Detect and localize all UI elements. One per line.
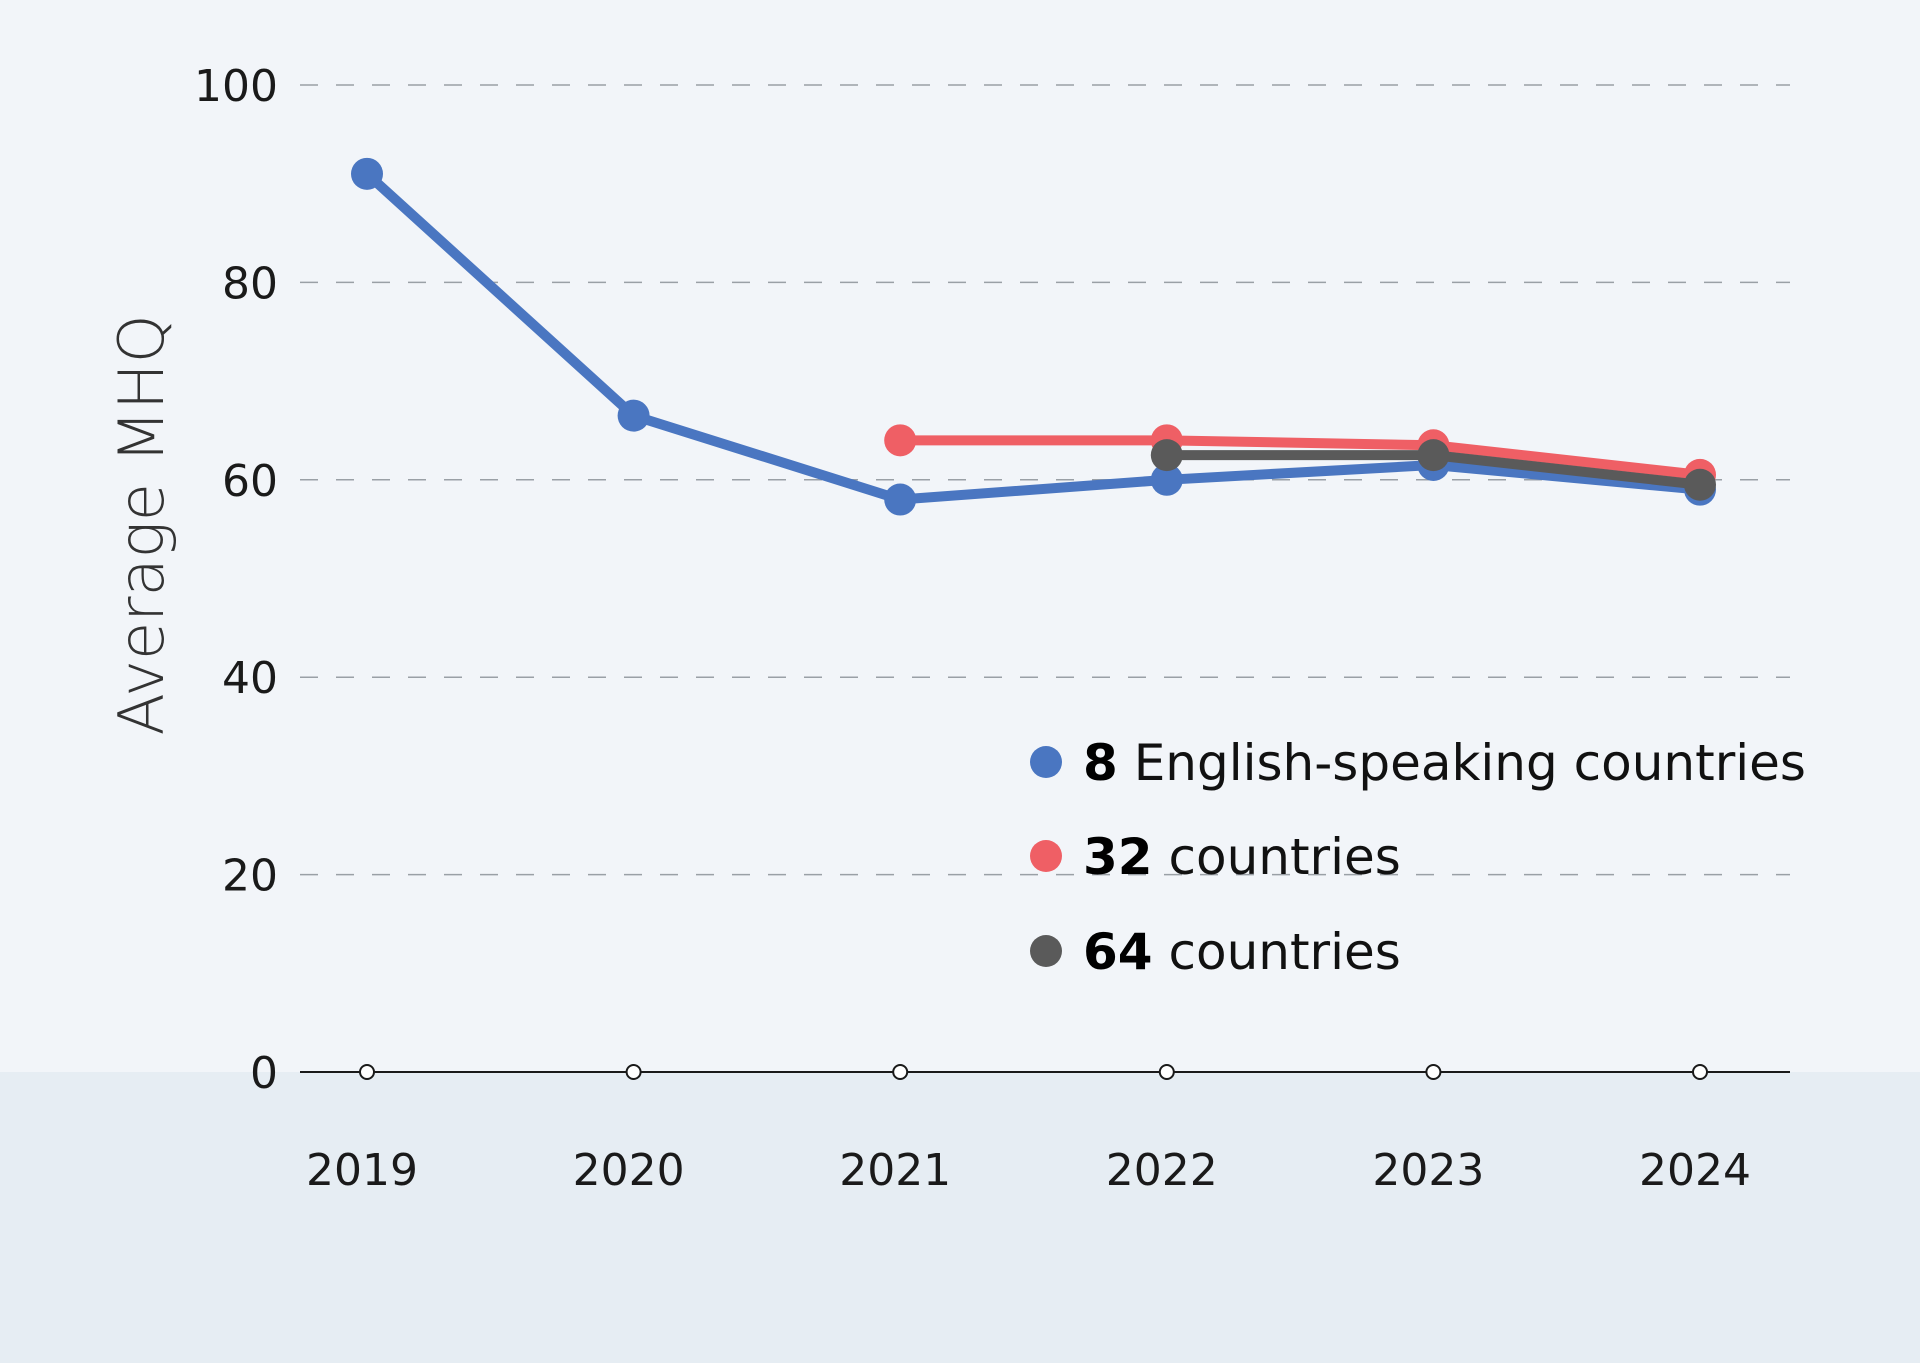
series-1-line	[895, 435, 1705, 480]
series-0-point-2020	[617, 399, 650, 432]
y-tick-label-0: 0	[250, 1048, 278, 1099]
y-tick-label-80: 80	[222, 258, 278, 309]
series-2-point-2024	[1684, 468, 1716, 501]
legend-count-1: 32	[1083, 828, 1153, 886]
x-tick-marker-2022	[1158, 1064, 1175, 1080]
legend-label-0: English-speaking countries	[1118, 734, 1806, 792]
legend-entry-1: 32 countries	[1083, 828, 1401, 886]
legend-marker-2	[1030, 935, 1062, 967]
series-1-point-2021	[884, 424, 917, 457]
y-tick-label-20: 20	[222, 851, 278, 902]
x-tick-marker-2021	[892, 1064, 909, 1080]
x-tick-marker-2019	[359, 1064, 375, 1080]
x-tick-label-2021: 2021	[839, 1145, 951, 1196]
y-tick-label-100: 100	[194, 61, 278, 112]
series-0-point-2021	[884, 483, 917, 516]
series-0-point-2022	[1150, 463, 1183, 496]
x-tick-marker-2024	[1692, 1064, 1708, 1080]
legend-label-1: countries	[1153, 828, 1401, 886]
legend-label-2: countries	[1153, 923, 1401, 981]
x-tick-label-2020: 2020	[573, 1145, 685, 1196]
x-tick-label-2023: 2023	[1372, 1145, 1484, 1196]
lower-band	[0, 1072, 1920, 1363]
y-axis-title: Average MHQ	[105, 314, 178, 735]
legend-marker-1	[1030, 840, 1062, 872]
series-0-line	[362, 168, 1705, 505]
legend-entry-2: 64 countries	[1083, 923, 1401, 981]
series-2-point-2022	[1150, 439, 1183, 472]
series-0-point-2019	[351, 157, 383, 190]
x-tick-marker-2020	[625, 1064, 642, 1080]
x-tick-marker-2023	[1425, 1064, 1442, 1080]
legend-marker-0	[1030, 746, 1062, 778]
x-tick-label-2022: 2022	[1106, 1145, 1218, 1196]
y-tick-label-40: 40	[222, 653, 278, 704]
x-tick-label-2024: 2024	[1639, 1145, 1751, 1196]
legend-entry-0: 8 English-speaking countries	[1083, 734, 1806, 792]
series-2-point-2023	[1417, 439, 1450, 472]
x-tick-label-2019: 2019	[306, 1145, 418, 1196]
y-tick-label-60: 60	[222, 456, 278, 507]
legend-count-0: 8	[1083, 734, 1118, 792]
legend-count-2: 64	[1083, 923, 1153, 981]
